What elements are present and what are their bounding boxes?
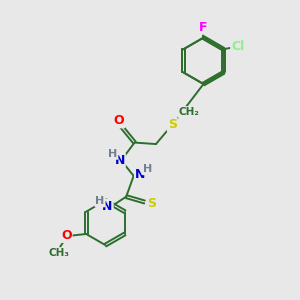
Text: O: O bbox=[61, 229, 71, 242]
Text: H: H bbox=[108, 149, 118, 159]
Text: H: H bbox=[143, 164, 152, 174]
Text: F: F bbox=[199, 21, 208, 34]
Text: O: O bbox=[113, 114, 124, 128]
Text: S: S bbox=[147, 197, 156, 210]
Text: S: S bbox=[168, 118, 177, 131]
Text: N: N bbox=[102, 200, 113, 213]
Text: CH₃: CH₃ bbox=[48, 248, 69, 258]
Text: H: H bbox=[95, 196, 105, 206]
Text: Cl: Cl bbox=[231, 40, 244, 53]
Text: N: N bbox=[115, 154, 125, 167]
Text: N: N bbox=[135, 168, 146, 181]
Text: CH₂: CH₂ bbox=[178, 107, 199, 117]
